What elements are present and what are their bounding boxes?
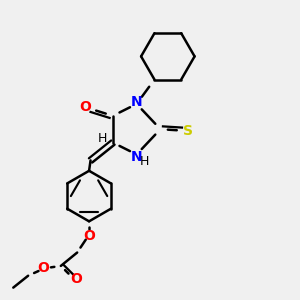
Text: O: O [83,229,95,243]
Text: H: H [98,132,107,145]
Text: N: N [131,150,142,164]
Text: S: S [183,124,193,138]
Text: O: O [37,261,49,275]
Text: H: H [140,155,149,168]
Text: O: O [80,100,92,114]
Text: N: N [131,94,142,109]
Text: O: O [70,272,82,286]
